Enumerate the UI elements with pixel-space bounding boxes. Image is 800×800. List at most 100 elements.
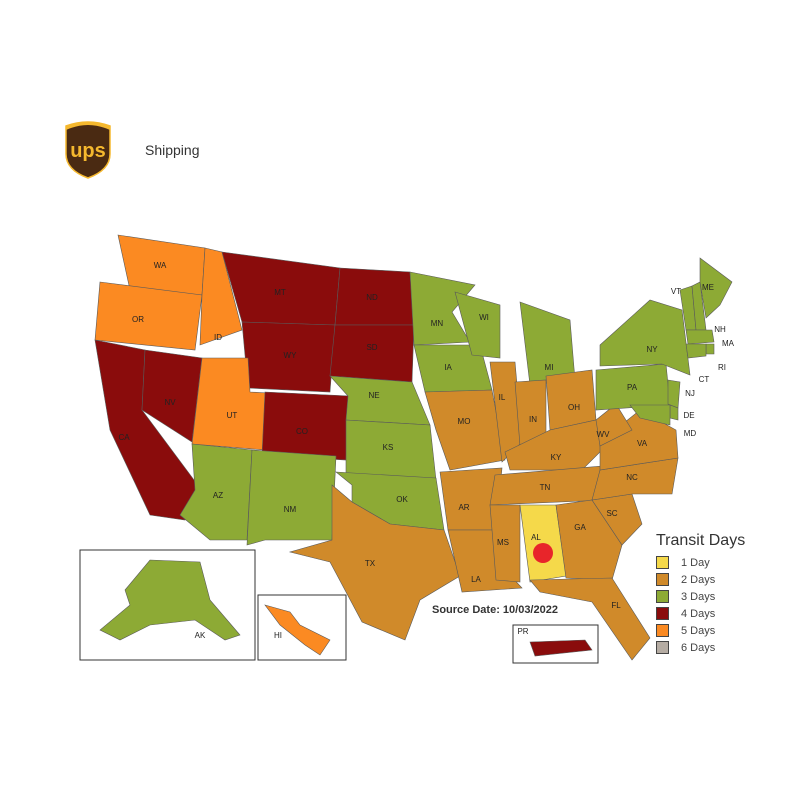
state-label: HI bbox=[274, 631, 282, 640]
state-label: OK bbox=[396, 495, 408, 504]
state-ct bbox=[685, 343, 707, 359]
state-label: CA bbox=[118, 433, 130, 442]
state-label: MO bbox=[458, 417, 471, 426]
legend-swatch bbox=[656, 607, 669, 620]
state-label: ID bbox=[214, 333, 222, 342]
state-sd bbox=[329, 324, 415, 383]
state-label: KS bbox=[383, 443, 394, 452]
state-label: SC bbox=[606, 509, 617, 518]
state-label: KY bbox=[551, 453, 562, 462]
state-label: WV bbox=[597, 430, 611, 439]
puerto-rico-inset-frame bbox=[512, 624, 599, 664]
legend: Transit Days 1 Day 2 Days 3 Days 4 Days 5 Da… bbox=[656, 532, 745, 656]
state-label: NY bbox=[646, 345, 658, 354]
state-label: NE bbox=[368, 391, 379, 400]
legend-item: 6 Days bbox=[656, 639, 745, 656]
state-label: LA bbox=[471, 575, 481, 584]
state-ny bbox=[599, 299, 691, 376]
state-ma bbox=[685, 329, 715, 345]
state-label: ND bbox=[366, 293, 378, 302]
legend-item: 1 Day bbox=[656, 554, 745, 571]
state-label: MS bbox=[497, 538, 509, 547]
state-label: OR bbox=[132, 315, 144, 324]
state-label: AL bbox=[531, 533, 541, 542]
state-id bbox=[199, 247, 243, 346]
state-label: SD bbox=[366, 343, 377, 352]
state-label: MD bbox=[684, 429, 697, 438]
state-label: WA bbox=[154, 261, 167, 270]
state-label: IL bbox=[499, 393, 506, 402]
legend-swatch bbox=[656, 573, 669, 586]
legend-title: Transit Days bbox=[656, 532, 746, 549]
legend-swatch bbox=[656, 556, 669, 569]
source-date: Source Date: 10/03/2022 bbox=[432, 604, 558, 616]
state-co bbox=[261, 391, 351, 461]
state-de bbox=[669, 404, 679, 421]
state-label: NJ bbox=[685, 389, 695, 398]
state-label: WY bbox=[284, 351, 298, 360]
legend-label: 6 Days bbox=[681, 641, 716, 654]
svg-text:ups: ups bbox=[70, 140, 106, 162]
legend-label: 2 Days bbox=[681, 573, 716, 586]
state-label: ME bbox=[702, 283, 714, 292]
state-oh bbox=[545, 369, 597, 431]
state-label: TN bbox=[540, 483, 551, 492]
state-label: PR bbox=[517, 627, 528, 636]
state-va bbox=[599, 409, 679, 471]
state-label: CO bbox=[296, 427, 308, 436]
state-label: WI bbox=[479, 313, 489, 322]
state-wi bbox=[454, 291, 501, 359]
state-hi bbox=[264, 604, 331, 656]
ups-logo: ups bbox=[65, 121, 111, 179]
legend-swatch bbox=[656, 624, 669, 637]
state-mo bbox=[424, 389, 506, 471]
state-pr bbox=[529, 639, 593, 657]
state-label: CT bbox=[699, 375, 710, 384]
legend-item: 5 Days bbox=[656, 622, 745, 639]
state-nj bbox=[667, 379, 681, 409]
state-ms bbox=[489, 504, 521, 583]
state-label: OH bbox=[568, 403, 580, 412]
app-title: Shipping bbox=[145, 142, 200, 158]
legend-label: 4 Days bbox=[681, 607, 716, 620]
legend-swatch bbox=[656, 641, 669, 654]
state-ak bbox=[99, 559, 241, 641]
state-ga bbox=[555, 499, 623, 581]
legend-swatch bbox=[656, 590, 669, 603]
state-fl bbox=[529, 577, 651, 661]
legend-label: 1 Day bbox=[681, 556, 710, 569]
state-label: AR bbox=[458, 503, 469, 512]
state-ri bbox=[705, 343, 715, 355]
state-label: NH bbox=[714, 325, 726, 334]
state-label: NM bbox=[284, 505, 297, 514]
state-nm bbox=[246, 449, 337, 546]
state-label: MN bbox=[431, 319, 444, 328]
legend-item: 4 Days bbox=[656, 605, 745, 622]
state-label: NC bbox=[626, 473, 638, 482]
legend-item: 3 Days bbox=[656, 588, 745, 605]
state-label: MI bbox=[545, 363, 554, 372]
state-label: VT bbox=[671, 287, 681, 296]
state-label: IA bbox=[444, 363, 452, 372]
state-label: DE bbox=[683, 411, 694, 420]
state-label: MA bbox=[722, 339, 735, 348]
state-label: VA bbox=[637, 439, 648, 448]
state-tx bbox=[288, 484, 461, 641]
legend-item: 2 Days bbox=[656, 571, 745, 588]
alaska-inset-frame bbox=[79, 549, 256, 661]
state-label: GA bbox=[574, 523, 586, 532]
state-label: RI bbox=[718, 363, 726, 372]
state-md bbox=[629, 404, 671, 426]
state-label: MT bbox=[274, 288, 286, 297]
state-label: AZ bbox=[213, 491, 223, 500]
state-mi bbox=[519, 301, 576, 386]
state-label: AK bbox=[195, 631, 206, 640]
state-or bbox=[94, 281, 203, 351]
state-label: TX bbox=[365, 559, 376, 568]
state-label: FL bbox=[611, 601, 621, 610]
app-header: ups Shipping bbox=[62, 120, 200, 180]
origin-marker bbox=[533, 543, 553, 563]
legend-label: 5 Days bbox=[681, 624, 716, 637]
hawaii-inset-frame bbox=[257, 594, 347, 661]
